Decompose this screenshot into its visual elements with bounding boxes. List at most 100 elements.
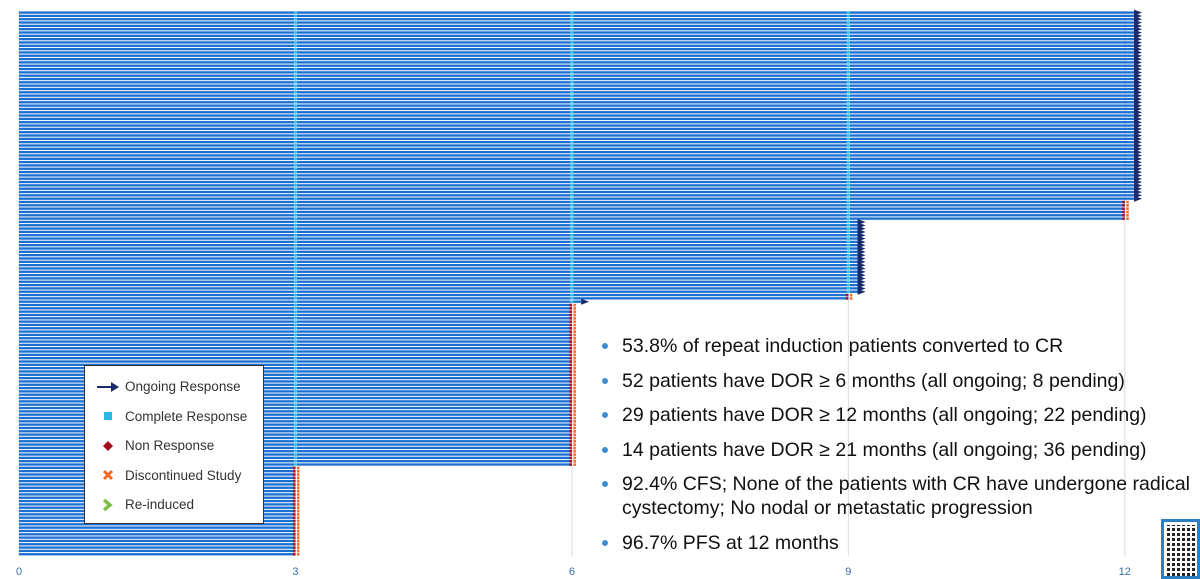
patient-bar xyxy=(19,227,858,230)
complete-response-marker xyxy=(293,393,298,396)
patient-bar xyxy=(19,137,1135,141)
discontinued-study-marker xyxy=(296,526,300,530)
complete-response-marker xyxy=(570,253,574,257)
non-response-marker xyxy=(569,430,572,433)
discontinued-study-marker xyxy=(573,426,576,430)
patient-bar xyxy=(19,533,296,536)
diamond-icon xyxy=(103,440,113,451)
complete-response-marker xyxy=(570,263,574,267)
complete-response-marker xyxy=(846,200,850,204)
complete-response-marker xyxy=(293,380,298,383)
legend-item-re-induced: Re-induced xyxy=(95,490,253,520)
non-response-marker xyxy=(569,347,572,350)
complete-response-marker xyxy=(293,234,298,237)
complete-response-marker xyxy=(570,174,574,177)
non-response-marker xyxy=(569,436,572,440)
complete-response-marker xyxy=(570,137,574,141)
patient-bar xyxy=(19,74,1135,77)
patient-bar xyxy=(19,263,858,267)
discontinued-study-marker xyxy=(573,366,576,370)
complete-response-marker xyxy=(293,21,298,24)
chevron-right-icon xyxy=(102,498,113,512)
complete-response-marker xyxy=(293,230,298,234)
non-response-marker xyxy=(292,523,296,526)
non-response-marker xyxy=(292,519,296,523)
bullet-text: 14 patients have DOR ≥ 21 months (all on… xyxy=(622,438,1147,461)
complete-response-marker xyxy=(570,107,574,111)
complete-response-marker xyxy=(570,167,574,170)
non-response-marker xyxy=(569,317,572,320)
complete-response-marker xyxy=(846,14,850,18)
complete-response-marker xyxy=(570,204,574,207)
legend-label: Ongoing Response xyxy=(125,379,241,395)
complete-response-marker xyxy=(293,370,298,373)
discontinued-study-marker xyxy=(573,313,576,317)
bullet-item: 29 patients have DOR ≥ 12 months (all on… xyxy=(600,403,1200,427)
complete-response-marker xyxy=(570,187,574,190)
patient-bar xyxy=(19,257,858,260)
non-response-marker xyxy=(569,426,572,430)
patient-bar xyxy=(19,197,1135,200)
complete-response-marker xyxy=(293,31,298,34)
complete-response-marker xyxy=(293,363,298,366)
complete-response-marker xyxy=(570,34,574,37)
patient-bar xyxy=(19,280,858,283)
complete-response-marker xyxy=(293,77,298,81)
complete-response-marker xyxy=(570,177,574,180)
complete-response-marker xyxy=(846,157,850,160)
discontinued-study-marker xyxy=(296,553,300,556)
complete-response-marker xyxy=(846,177,850,180)
complete-response-marker xyxy=(846,137,850,141)
complete-response-marker xyxy=(846,37,850,41)
patient-bar xyxy=(19,170,1135,174)
non-response-marker xyxy=(292,533,296,536)
non-response-marker xyxy=(569,327,572,330)
complete-response-marker xyxy=(846,67,850,71)
non-response-marker xyxy=(569,423,572,427)
complete-response-marker xyxy=(293,64,298,67)
complete-response-marker xyxy=(846,220,850,224)
complete-response-marker xyxy=(293,257,298,260)
complete-response-marker xyxy=(293,366,298,370)
non-response-marker xyxy=(569,443,572,446)
complete-response-marker xyxy=(846,280,850,283)
complete-response-marker xyxy=(846,287,850,290)
complete-response-marker xyxy=(846,141,850,144)
complete-response-marker xyxy=(293,273,298,277)
non-response-marker xyxy=(569,350,572,353)
discontinued-study-marker xyxy=(573,400,576,403)
bullet-item: 53.8% of repeat induction patients conve… xyxy=(600,334,1200,358)
complete-response-marker xyxy=(293,376,298,380)
complete-response-marker xyxy=(846,174,850,177)
non-response-marker xyxy=(569,383,572,387)
complete-response-marker xyxy=(293,360,298,363)
discontinued-study-marker xyxy=(1126,207,1129,211)
ongoing-response-marker xyxy=(857,288,866,295)
complete-response-marker xyxy=(570,154,574,157)
complete-response-marker xyxy=(570,64,574,67)
patient-bar xyxy=(19,114,1135,117)
complete-response-marker xyxy=(293,310,298,313)
non-response-marker xyxy=(292,479,296,483)
non-response-marker xyxy=(569,366,572,370)
complete-response-marker xyxy=(293,84,298,87)
non-response-marker xyxy=(292,469,296,473)
discontinued-study-marker xyxy=(296,549,300,553)
discontinued-study-marker xyxy=(573,317,576,320)
non-response-marker xyxy=(569,333,572,337)
complete-response-marker xyxy=(293,107,298,111)
patient-bar xyxy=(19,543,296,546)
discontinued-study-marker xyxy=(573,380,576,383)
patient-bar xyxy=(19,283,858,287)
complete-response-marker xyxy=(846,91,850,94)
discontinued-study-marker xyxy=(573,350,576,353)
patient-bar xyxy=(19,277,858,280)
complete-response-marker xyxy=(846,147,850,150)
complete-response-marker xyxy=(570,144,574,147)
non-response-marker xyxy=(569,373,572,377)
discontinued-study-marker xyxy=(296,516,300,520)
patient-bar xyxy=(19,297,849,300)
complete-response-marker xyxy=(293,293,298,297)
discontinued-study-marker xyxy=(573,340,576,343)
complete-response-marker xyxy=(570,71,574,74)
